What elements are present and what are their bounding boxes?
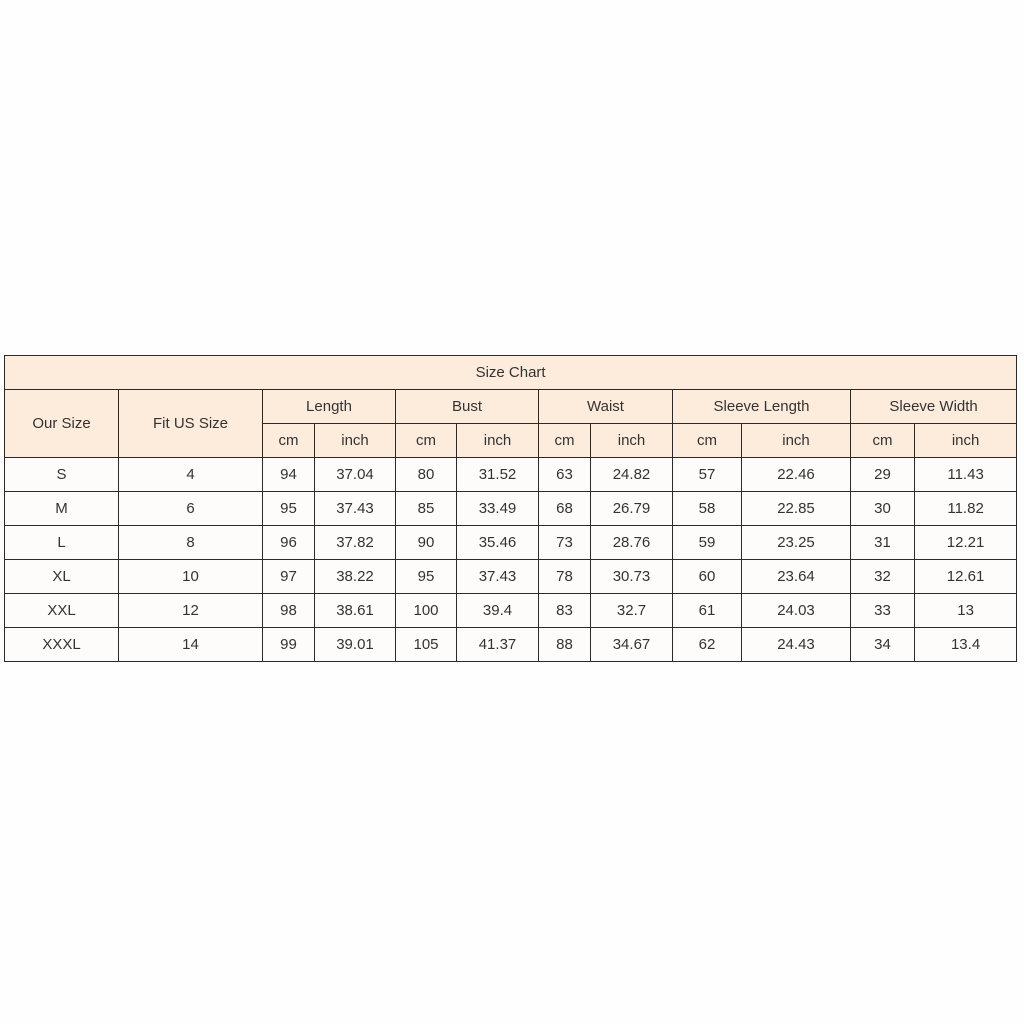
table-row: XXL 12 98 38.61 100 39.4 83 32.7 61 24.03 33 13 (4, 593, 1018, 628)
table-cell: 38.22 (314, 559, 396, 594)
table-cell: 80 (395, 457, 457, 492)
table-row: XXXL 14 99 39.01 105 41.37 88 34.67 62 24.43 34 13.… (4, 627, 1018, 662)
header-sleeve-length: Sleeve Length (672, 389, 851, 424)
table-row: XL 10 97 38.22 95 37.43 78 30.73 60 23.64 32 12.61 (4, 559, 1018, 594)
table-cell: 13 (913, 593, 1018, 628)
table-cell: 28.76 (590, 525, 673, 560)
table-cell: 12 (118, 593, 263, 628)
table-cell: 39.01 (314, 627, 396, 662)
table-cell: 33.49 (456, 491, 539, 526)
header-sleeve-width: Sleeve Width (849, 389, 1018, 424)
table-cell: 13.4 (913, 627, 1018, 662)
table-cell: 37.82 (314, 525, 396, 560)
table-cell: 35.46 (456, 525, 539, 560)
header-length: Length (262, 389, 396, 424)
table-cell: 10 (118, 559, 263, 594)
table-cell: 26.79 (590, 491, 673, 526)
table-cell: 97 (262, 559, 315, 594)
table-cell: 88 (538, 627, 591, 662)
size-chart-table: Size Chart Our Size Fit US Size Length B… (3, 355, 1018, 662)
header-waist: Waist (538, 389, 673, 424)
table-cell: 34.67 (590, 627, 673, 662)
unit-header-row: cm inch cm inch cm inch cm inch cm inch (5, 423, 1018, 458)
table-row: S 4 94 37.04 80 31.52 63 24.82 57 22.46 29 11.43 (4, 457, 1018, 492)
table-cell: 8 (118, 525, 263, 560)
table-cell: 78 (538, 559, 591, 594)
header-bust: Bust (395, 389, 539, 424)
table-cell: 61 (672, 593, 742, 628)
table-cell: 105 (395, 627, 457, 662)
table-cell: 24.03 (741, 593, 851, 628)
table-cell: 68 (538, 491, 591, 526)
table-title: Size Chart (3, 355, 1018, 390)
table-cell: 31 (850, 525, 915, 560)
table-cell: 37.04 (314, 457, 396, 492)
table-cell: 85 (395, 491, 457, 526)
table-cell: L (4, 525, 119, 560)
table-cell: 11.43 (913, 457, 1018, 492)
table-cell: 57 (672, 457, 742, 492)
table-cell: 12.61 (913, 559, 1018, 594)
table-cell: 58 (672, 491, 742, 526)
table-cell: 37.43 (456, 559, 539, 594)
table-cell: 100 (395, 593, 457, 628)
table-cell: 62 (672, 627, 742, 662)
table-cell: 60 (672, 559, 742, 594)
table-cell: 29 (850, 457, 915, 492)
table-cell: 39.4 (456, 593, 539, 628)
table-row: M 6 95 37.43 85 33.49 68 26.79 58 22.85 30 11.82 (4, 491, 1018, 526)
table-cell: 73 (538, 525, 591, 560)
table-cell: 95 (395, 559, 457, 594)
table-cell: 96 (262, 525, 315, 560)
table-cell: 30 (850, 491, 915, 526)
header-fit-us-size: Fit US Size (118, 389, 263, 458)
table-cell: 22.85 (741, 491, 851, 526)
table-cell: 38.61 (314, 593, 396, 628)
table-cell: 59 (672, 525, 742, 560)
unit-header-inch: inch (741, 423, 851, 458)
table-cell: 90 (395, 525, 457, 560)
table-cell: 12.21 (913, 525, 1018, 560)
table-cell: 11.82 (913, 491, 1018, 526)
table-row: L 8 96 37.82 90 35.46 73 28.76 59 23.25 31 12.21 (4, 525, 1018, 560)
table-cell: 30.73 (590, 559, 673, 594)
table-cell: 14 (118, 627, 263, 662)
table-cell: 34 (850, 627, 915, 662)
table-cell: 33 (850, 593, 915, 628)
table-cell: 32 (850, 559, 915, 594)
unit-header-cm: cm (672, 423, 742, 458)
unit-header-inch: inch (913, 423, 1018, 458)
table-cell: 32.7 (590, 593, 673, 628)
table-cell: 98 (262, 593, 315, 628)
unit-header-inch: inch (590, 423, 673, 458)
table-cell: XL (4, 559, 119, 594)
table-cell: 6 (118, 491, 263, 526)
table-cell: 23.25 (741, 525, 851, 560)
unit-header-inch: inch (456, 423, 539, 458)
table-cell: 24.82 (590, 457, 673, 492)
table-cell: 22.46 (741, 457, 851, 492)
table-cell: 31.52 (456, 457, 539, 492)
table-cell: M (4, 491, 119, 526)
table-cell: 41.37 (456, 627, 539, 662)
header-our-size: Our Size (4, 389, 119, 458)
table-cell: 23.64 (741, 559, 851, 594)
group-header-row: Our Size Fit US Size Length Bust Waist S… (4, 389, 1018, 458)
unit-header-cm: cm (538, 423, 591, 458)
table-cell: XXL (4, 593, 119, 628)
unit-header-cm: cm (395, 423, 457, 458)
table-cell: 4 (118, 457, 263, 492)
table-cell: 95 (262, 491, 315, 526)
unit-header-cm: cm (850, 423, 915, 458)
table-cell: 83 (538, 593, 591, 628)
table-cell: 99 (262, 627, 315, 662)
table-cell: 94 (262, 457, 315, 492)
table-cell: 24.43 (741, 627, 851, 662)
table-cell: XXXL (4, 627, 119, 662)
unit-header-inch: inch (314, 423, 396, 458)
unit-header-cm: cm (262, 423, 315, 458)
table-cell: 63 (538, 457, 591, 492)
table-cell: S (4, 457, 119, 492)
table-cell: 37.43 (314, 491, 396, 526)
